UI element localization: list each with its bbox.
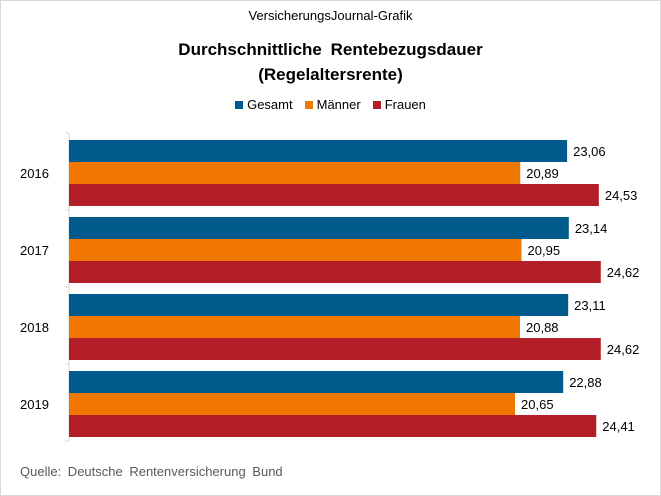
legend-label-frauen: Frauen — [384, 97, 426, 112]
source-note: Quelle: Deutsche Rentenversicherung Bund — [20, 464, 283, 479]
category-label-2017: 2017 — [20, 243, 49, 258]
data-label-maenner-2016: 20,89 — [526, 166, 559, 181]
bar-maenner-2016 — [69, 162, 521, 184]
data-label-gesamt-2017: 23,14 — [575, 221, 608, 236]
bar-frauen-2018 — [69, 338, 601, 360]
category-label-2016: 2016 — [20, 166, 49, 181]
data-label-gesamt-2016: 23,06 — [573, 144, 606, 159]
legend-item-frauen: Frauen — [372, 97, 426, 112]
data-label-maenner-2019: 20,65 — [521, 397, 554, 412]
category-label-2018: 2018 — [20, 320, 49, 335]
legend-item-gesamt: Gesamt — [235, 97, 293, 112]
chart-subtitle: VersicherungsJournal-Grafik — [248, 8, 413, 23]
bar-maenner-2019 — [69, 393, 516, 415]
bar-maenner-2018 — [69, 316, 521, 338]
bar-gesamt-2016 — [69, 140, 568, 162]
legend-swatch-frauen — [372, 100, 381, 109]
data-label-gesamt-2018: 23,11 — [574, 298, 606, 313]
data-label-frauen-2016: 24,53 — [605, 188, 638, 203]
bar-frauen-2017 — [69, 261, 601, 283]
bar-frauen-2016 — [69, 184, 599, 206]
legend-label-maenner: Männer — [316, 97, 361, 112]
bar-gesamt-2018 — [69, 294, 569, 316]
data-label-frauen-2019: 24,41 — [602, 419, 635, 434]
bar-gesamt-2017 — [69, 217, 569, 239]
chart-title-line-1: Durchschnittliche Rentebezugsdauer — [178, 40, 483, 59]
bar-frauen-2019 — [69, 415, 597, 437]
legend-label-gesamt: Gesamt — [247, 97, 293, 112]
data-label-gesamt-2019: 22,88 — [569, 375, 602, 390]
bar-gesamt-2019 — [69, 371, 564, 393]
legend-swatch-gesamt — [235, 100, 244, 109]
data-label-maenner-2017: 20,95 — [528, 243, 561, 258]
chart-title: Durchschnittliche Rentebezugsdauer (Rege… — [0, 37, 661, 87]
chart-title-line-2: (Regelaltersrente) — [258, 65, 403, 84]
bar-maenner-2017 — [69, 239, 522, 261]
legend-item-maenner: Männer — [304, 97, 361, 112]
legend-swatch-maenner — [304, 100, 313, 109]
category-label-2019: 2019 — [20, 397, 49, 412]
chart-legend: Gesamt Männer Frauen — [0, 97, 661, 112]
data-label-maenner-2018: 20,88 — [526, 320, 559, 335]
data-label-frauen-2018: 24,62 — [607, 342, 640, 357]
data-label-frauen-2017: 24,62 — [607, 265, 640, 280]
